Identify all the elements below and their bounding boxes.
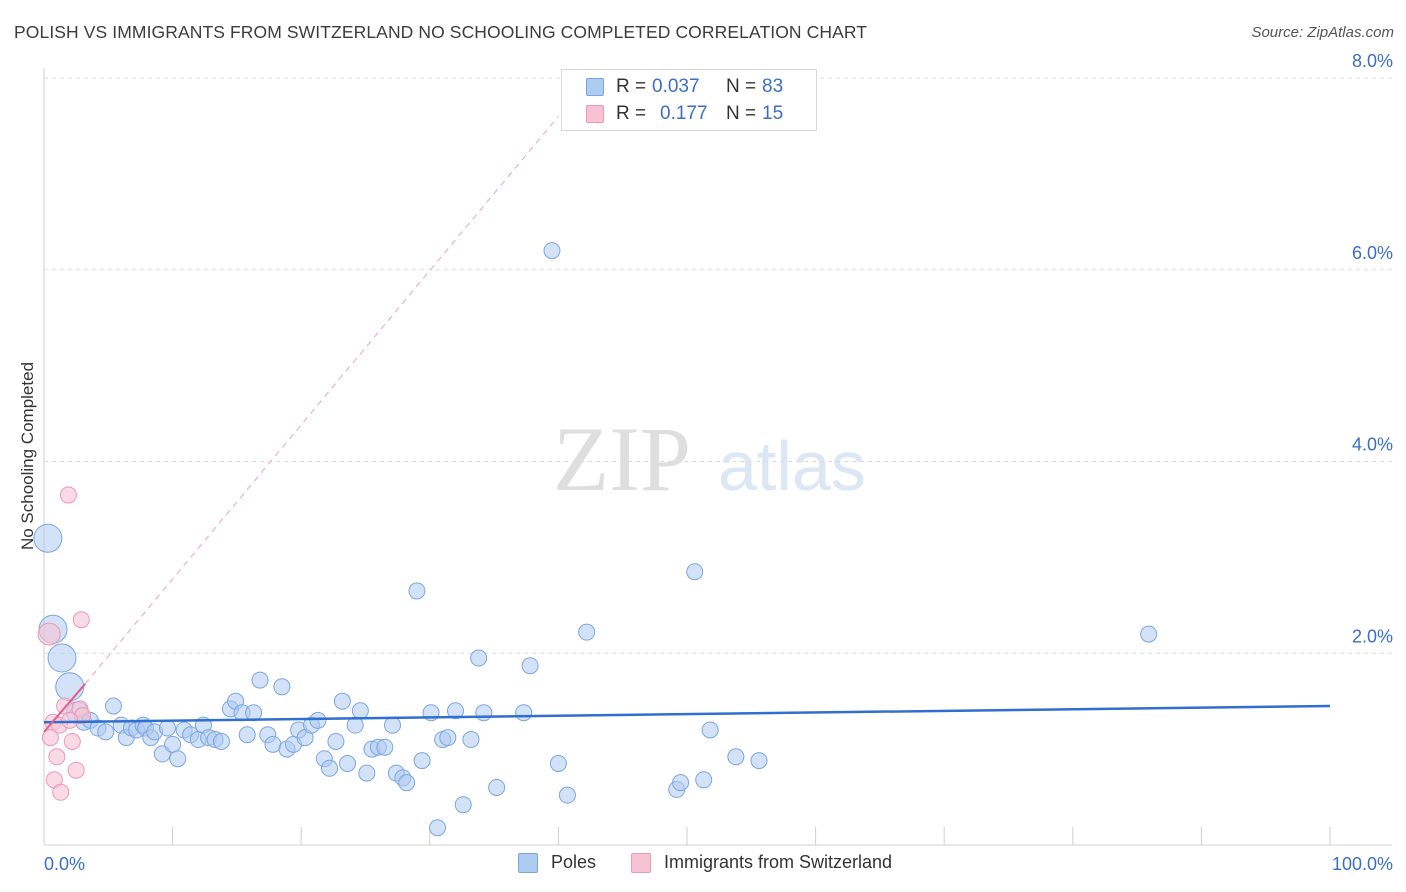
- poles-point: [238, 726, 256, 744]
- poles-point: [251, 671, 269, 689]
- poles-point: [462, 731, 480, 749]
- x-tick-label-min: 0.0%: [44, 854, 85, 874]
- poles-point: [351, 702, 369, 720]
- x-tick-label-max: 100.0%: [1332, 854, 1393, 874]
- poles-point: [398, 774, 416, 792]
- poles-point: [429, 819, 447, 837]
- poles-point: [1140, 625, 1158, 643]
- legend-item-poles[interactable]: Poles: [518, 852, 596, 873]
- poles-point: [338, 755, 356, 773]
- poles-legend-swatch: [518, 852, 538, 873]
- y-tick-label: 2.0%: [1352, 626, 1393, 646]
- poles-r-value: 0.037: [652, 76, 700, 97]
- poles-n-label: N =: [726, 76, 757, 97]
- poles-point: [33, 523, 63, 553]
- poles-point: [264, 735, 282, 753]
- poles-point: [97, 723, 115, 741]
- swiss-point: [63, 732, 81, 750]
- poles-point: [470, 649, 488, 667]
- swiss-legend-swatch: [631, 852, 651, 873]
- legend-row-poles: R = 0.037 N = 83: [586, 76, 783, 98]
- poles-point: [447, 702, 465, 720]
- legend-item-swiss[interactable]: Immigrants from Switzerland: [631, 852, 892, 873]
- y-tick-label: 4.0%: [1352, 435, 1393, 455]
- poles-point: [454, 796, 472, 814]
- poles-point: [521, 657, 539, 675]
- poles-n-value: 83: [762, 76, 784, 97]
- poles-point: [358, 764, 376, 782]
- swiss-point: [37, 622, 61, 646]
- poles-point: [701, 721, 719, 739]
- poles-point: [686, 563, 704, 581]
- poles-point: [384, 716, 402, 734]
- poles-point: [169, 750, 187, 768]
- poles-point: [672, 774, 690, 792]
- poles-point: [475, 704, 493, 722]
- swiss-swatch: [586, 105, 604, 123]
- watermark-zip: ZIP: [553, 408, 691, 510]
- poles-point: [727, 748, 745, 766]
- series-legend: Poles Immigrants from Switzerland: [0, 852, 1406, 878]
- poles-point: [320, 759, 338, 777]
- poles-legend-label: Poles: [551, 852, 597, 872]
- poles-point: [104, 697, 122, 715]
- poles-point: [273, 678, 291, 696]
- y-tick-label: 8.0%: [1352, 51, 1393, 71]
- swiss-point: [59, 486, 77, 504]
- poles-point: [158, 719, 176, 737]
- poles-r-label: R =: [616, 76, 647, 97]
- poles-point: [245, 704, 263, 722]
- poles-point: [413, 752, 431, 770]
- poles-point: [333, 692, 351, 710]
- poles-point: [750, 752, 768, 770]
- swiss-point: [61, 711, 79, 729]
- chart-title: POLISH VS IMMIGRANTS FROM SWITZERLAND NO…: [14, 22, 868, 42]
- poles-point: [558, 786, 576, 804]
- correlation-legend: R = 0.037 N = 83 R = 0.177 N = 15: [561, 69, 817, 131]
- poles-point: [47, 643, 77, 673]
- swiss-legend-label: Immigrants from Switzerland: [664, 852, 893, 872]
- watermark-atlas: atlas: [718, 427, 866, 505]
- legend-row-swiss: R = 0.177 N = 15: [586, 103, 783, 125]
- y-tick-label: 6.0%: [1352, 243, 1393, 263]
- poles-point: [488, 778, 506, 796]
- swiss-trend-line: [43, 683, 86, 733]
- swiss-r-value: 0.177: [660, 103, 708, 124]
- poles-point: [55, 672, 85, 702]
- poles-swatch: [586, 78, 604, 96]
- source-label: Source: ZipAtlas.com: [1251, 24, 1394, 41]
- poles-point: [327, 732, 345, 750]
- poles-point: [376, 738, 394, 756]
- swiss-point: [72, 611, 90, 629]
- poles-point: [695, 771, 713, 789]
- poles-point: [515, 704, 533, 722]
- poles-point: [164, 735, 182, 753]
- poles-point: [212, 732, 230, 750]
- swiss-point: [67, 761, 85, 779]
- poles-point: [543, 242, 561, 260]
- poles-point: [549, 755, 567, 773]
- poles-trend-line: [43, 704, 1331, 724]
- swiss-n-value: 15: [762, 103, 784, 124]
- swiss-n-label: N =: [726, 103, 757, 124]
- swiss-point: [48, 748, 66, 766]
- poles-point: [408, 582, 426, 600]
- poles-point: [309, 711, 327, 729]
- swiss-trend-extended: [84, 115, 559, 685]
- poles-point: [439, 729, 457, 747]
- poles-point: [578, 623, 596, 641]
- swiss-point: [52, 783, 70, 801]
- swiss-r-label: R =: [616, 103, 647, 124]
